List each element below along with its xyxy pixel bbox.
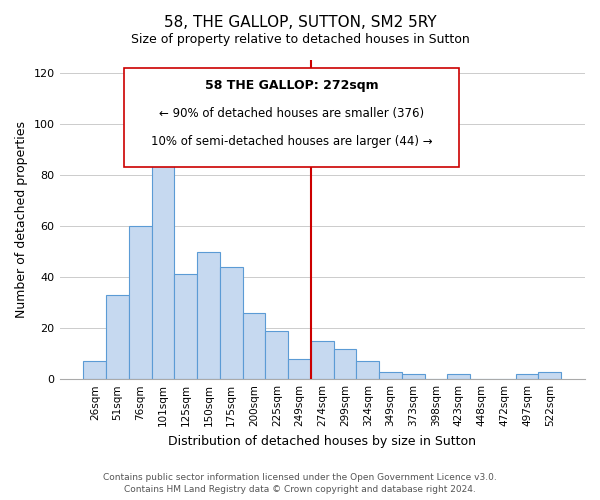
Text: Contains public sector information licensed under the Open Government Licence v3: Contains public sector information licen… <box>103 472 497 482</box>
Text: Size of property relative to detached houses in Sutton: Size of property relative to detached ho… <box>131 32 469 46</box>
Text: 58 THE GALLOP: 272sqm: 58 THE GALLOP: 272sqm <box>205 79 379 92</box>
Bar <box>356 362 379 379</box>
X-axis label: Distribution of detached houses by size in Sutton: Distribution of detached houses by size … <box>168 434 476 448</box>
Bar <box>175 274 197 379</box>
Bar <box>129 226 152 379</box>
Bar <box>83 362 106 379</box>
Bar <box>379 372 402 379</box>
Bar <box>334 348 356 379</box>
Bar <box>402 374 425 379</box>
Bar <box>515 374 538 379</box>
Bar <box>448 374 470 379</box>
Text: 58, THE GALLOP, SUTTON, SM2 5RY: 58, THE GALLOP, SUTTON, SM2 5RY <box>164 15 436 30</box>
Bar <box>538 372 561 379</box>
Bar <box>152 144 175 379</box>
Y-axis label: Number of detached properties: Number of detached properties <box>15 121 28 318</box>
Bar <box>288 359 311 379</box>
FancyBboxPatch shape <box>124 68 459 167</box>
Bar <box>220 267 242 379</box>
Bar <box>106 295 129 379</box>
Bar <box>311 341 334 379</box>
Text: Contains HM Land Registry data © Crown copyright and database right 2024.: Contains HM Land Registry data © Crown c… <box>124 484 476 494</box>
Bar <box>242 313 265 379</box>
Bar <box>265 330 288 379</box>
Text: ← 90% of detached houses are smaller (376): ← 90% of detached houses are smaller (37… <box>159 107 424 120</box>
Bar <box>197 252 220 379</box>
Text: 10% of semi-detached houses are larger (44) →: 10% of semi-detached houses are larger (… <box>151 135 433 148</box>
